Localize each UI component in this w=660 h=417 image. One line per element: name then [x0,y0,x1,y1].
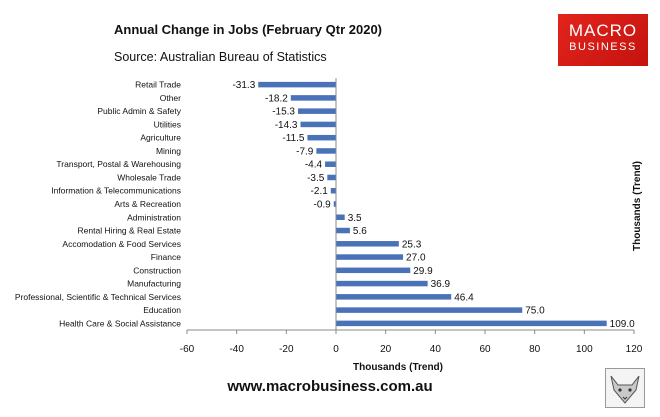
value-label: -4.4 [305,160,323,171]
value-label: -14.3 [275,120,298,131]
footer-url: www.macrobusiness.com.au [227,378,433,395]
value-label: -0.9 [314,200,332,211]
value-label: 25.3 [402,239,422,250]
x-tick-label: -20 [279,344,294,355]
value-label: 36.9 [431,279,451,290]
x-tick-label: 0 [333,344,339,355]
bar [330,187,336,194]
bar [298,108,336,114]
value-label: -11.5 [282,133,304,144]
x-tick-label: 100 [576,344,593,355]
logo-line-2: BUSINESS [569,41,637,53]
value-label: -15.3 [272,107,295,118]
bar [336,294,452,300]
x-tick-label: 40 [430,344,442,355]
category-label: Mining [156,146,181,156]
x-tick-label: 60 [479,344,491,355]
category-label: Professional, Scientific & Technical Ser… [15,292,181,302]
bar [336,307,523,313]
category-label: Rental Hiring & Real Estate [78,226,182,236]
category-label: Finance [151,252,182,262]
category-label: Other [160,93,181,103]
category-label: Wholesale Trade [117,172,181,182]
category-labels-group: Retail Trade Other Public Admin & Safety Ut… [15,80,182,329]
bar [336,241,399,247]
value-label: 27.0 [406,253,426,264]
bar [316,148,336,154]
bar [300,121,336,128]
bar [336,320,607,327]
category-label: Agriculture [140,133,181,143]
value-label: 29.9 [413,266,433,277]
bar [307,134,336,141]
x-tick-label: 20 [380,344,392,355]
value-label: 3.5 [348,213,362,224]
value-label: -7.9 [296,146,314,157]
bar [290,95,336,101]
category-label: Retail Trade [135,80,181,90]
value-label: 109.0 [610,319,635,330]
category-label: Manufacturing [127,279,181,289]
y-axis-label: Thousands (Trend) [632,161,643,251]
x-tick-label: -60 [180,344,195,355]
category-label: Utilities [154,119,181,129]
value-label: -31.3 [232,80,255,91]
x-tick-label: -40 [229,344,244,355]
category-label: Accomodation & Food Services [62,239,181,249]
bar [336,280,428,287]
macrobusiness-logo: MACRO BUSINESS [558,14,648,66]
bar [336,267,411,274]
x-tick-label: 120 [626,344,643,355]
category-label: Health Care & Social Assistance [59,318,181,328]
category-label: Administration [127,212,181,222]
value-label: 75.0 [525,306,545,317]
category-label: Arts & Recreation [114,199,181,209]
value-labels-group: -31.3 -18.2 -15.3 -14.3 -11.5 -7.9 -4.4 -3.5 -2.… [232,80,635,330]
x-axis-label: Thousands (Trend) [353,362,443,373]
value-label: 46.4 [454,292,474,303]
value-label: 5.6 [353,226,367,237]
bars-group [258,81,607,327]
fox-emblem-icon [605,368,645,408]
bar [336,254,404,260]
bar [325,161,336,167]
category-label: Public Admin & Safety [97,106,181,116]
category-label: Transport, Postal & Warehousing [56,159,181,169]
chart-subtitle: Source: Australian Bureau of Statistics [114,50,327,64]
bar [327,174,336,181]
category-label: Information & Telecommunications [51,186,181,196]
value-label: -3.5 [307,173,325,184]
x-tick-label: 80 [529,344,541,355]
bar [336,227,350,234]
value-label: -2.1 [311,186,329,197]
axes-group: -60 -40 -20 0 20 40 60 80 100 120 [180,78,643,355]
bar [333,201,336,207]
bar [258,81,336,88]
bar [336,214,345,221]
category-label: Construction [133,265,181,275]
category-label: Education [143,305,181,315]
value-label: -18.2 [265,93,288,104]
chart-title: Annual Change in Jobs (February Qtr 2020… [114,22,382,37]
logo-line-1: MACRO [568,21,638,40]
